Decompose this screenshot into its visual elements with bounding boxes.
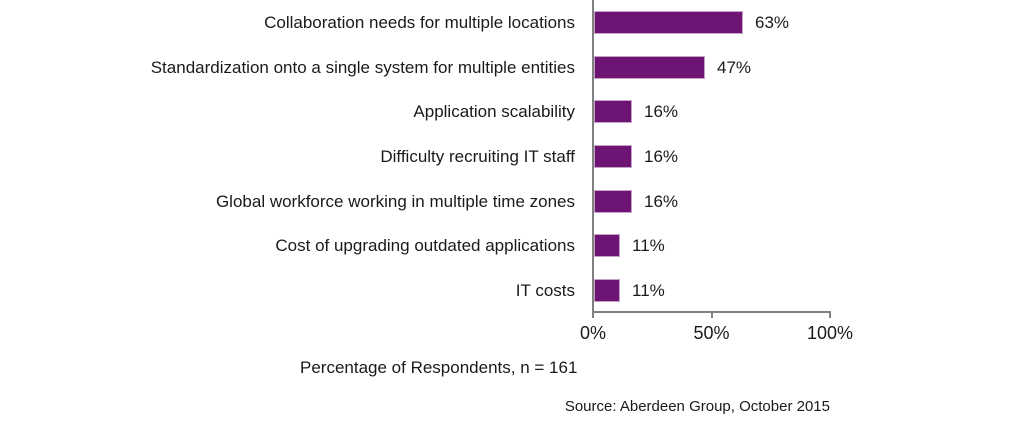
category-label: Difficulty recruiting IT staff: [380, 147, 575, 166]
bar: [594, 279, 620, 303]
tick-mark: [710, 313, 713, 318]
value-label: 16%: [644, 147, 679, 166]
category-label: Global workforce working in multiple tim…: [215, 191, 575, 211]
category-label: Cost of upgrading outdated applications: [275, 236, 575, 256]
bar: [594, 189, 632, 213]
bar: [594, 55, 705, 79]
tick-label: 50%: [693, 323, 730, 343]
category-label: Collaboration needs for multiple locatio…: [264, 12, 575, 32]
value-label: 47%: [717, 57, 752, 77]
y-axis-line: [592, 0, 594, 313]
category-label: Standardization onto a single system for…: [150, 57, 575, 77]
value-label: 63%: [755, 12, 790, 32]
bar: [594, 145, 632, 168]
category-label: IT costs: [515, 281, 575, 301]
tick-mark: [829, 313, 831, 318]
category-label: Application scalability: [413, 102, 575, 122]
tick-mark: [592, 313, 594, 318]
bar: [594, 100, 632, 124]
value-label: 11%: [632, 281, 665, 301]
bar: [594, 234, 620, 258]
source-note: Source: Aberdeen Group, October 2015: [564, 398, 830, 415]
x-axis-title: Percentage of Respondents, n = 161: [300, 358, 578, 377]
value-label: 11%: [632, 236, 665, 256]
x-axis-line: [592, 311, 831, 313]
value-label: 16%: [644, 102, 679, 122]
bar: [594, 10, 743, 34]
value-label: 16%: [644, 191, 679, 211]
tick-label: 0%: [579, 323, 606, 343]
tick-label: 100%: [806, 323, 854, 343]
